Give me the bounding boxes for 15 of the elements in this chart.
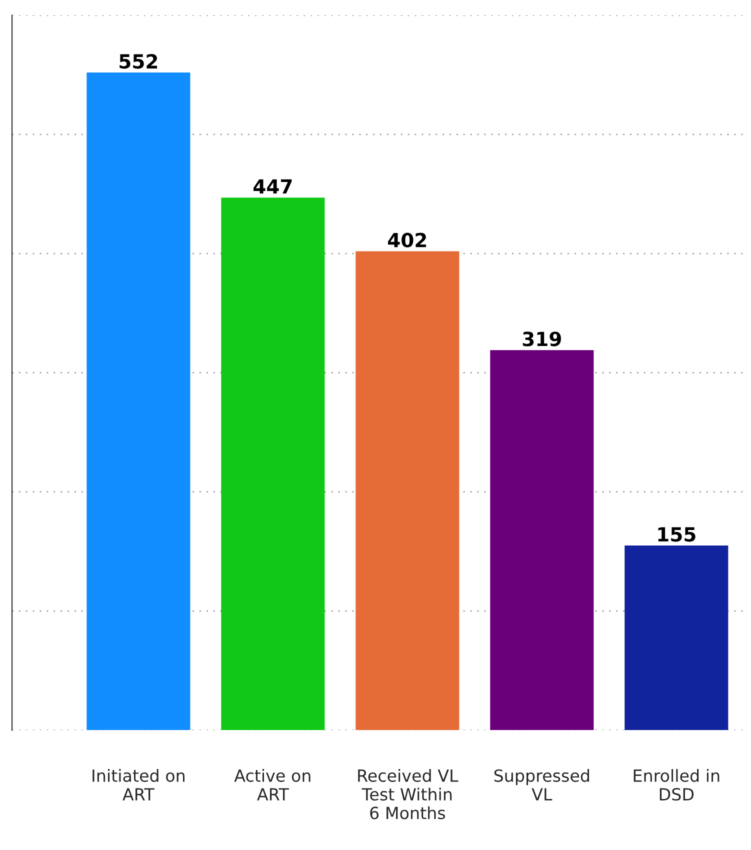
data-label: 155 (658, 527, 696, 542)
x-tick-label: Enrolled in DSD (634, 769, 720, 801)
bar (490, 350, 594, 730)
bar (86, 72, 190, 730)
x-tick-label: Received VL Test Within 6 Months (358, 769, 458, 820)
bar (624, 545, 728, 730)
data-label: 447 (254, 179, 292, 194)
x-tick-label: Active on ART (234, 769, 310, 800)
data-label: 402 (388, 232, 426, 248)
bar (356, 251, 460, 730)
data-label: 319 (522, 332, 561, 346)
x-tick-label: Suppressed VL (494, 769, 590, 800)
x-tick-label: Initiated on ART (92, 769, 184, 800)
bar (221, 198, 325, 730)
data-label: 552 (120, 54, 158, 69)
